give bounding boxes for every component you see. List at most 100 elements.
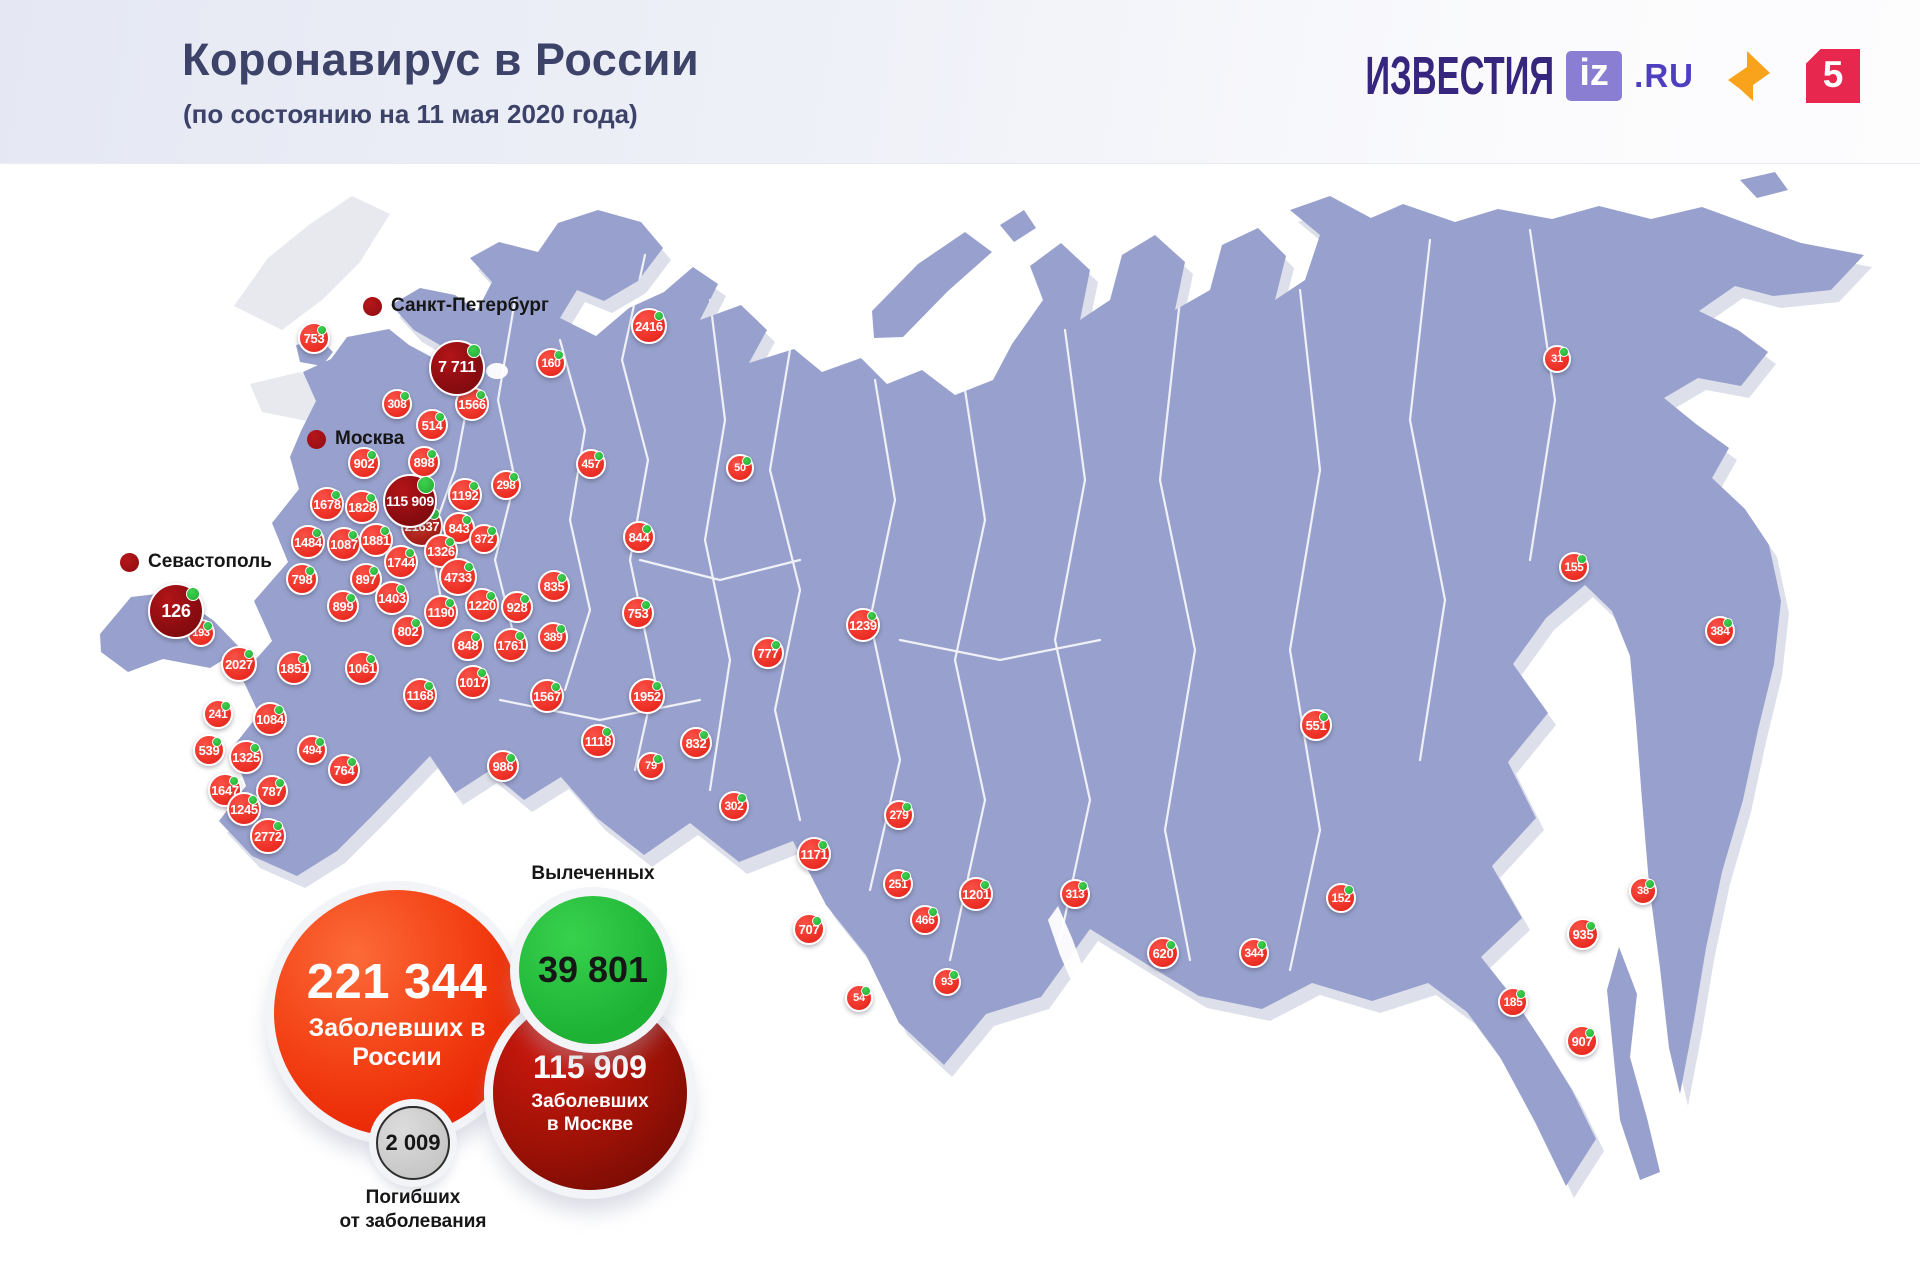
city-dot-icon — [120, 552, 139, 572]
izvestia-wordmark: ИЗВЕСТИЯ — [1365, 45, 1555, 106]
region-bubble: 313 — [1060, 879, 1090, 909]
lakes — [486, 363, 1086, 992]
region-case-count: 1171 — [800, 846, 828, 862]
recovered-dot-icon — [557, 572, 568, 583]
region-case-count: 1828 — [348, 499, 376, 515]
recovered-dot-icon — [652, 754, 663, 765]
region-bubble: 1828 — [345, 490, 379, 524]
region-bubble: 1201 — [959, 877, 993, 911]
recovered-dot-icon — [900, 871, 911, 882]
region-bubble: 389 — [538, 622, 568, 652]
region-bubble: 279 — [884, 800, 914, 830]
region-bubble: 1061 — [345, 651, 379, 685]
recovered-dot-icon — [1644, 879, 1655, 890]
region-bubble: 848 — [452, 629, 484, 661]
deaths-bubble: 2 009 — [376, 1106, 450, 1180]
region-bubble: 935 — [1567, 918, 1599, 950]
region-bubble: 787 — [256, 775, 288, 807]
region-case-count: 1017 — [459, 674, 487, 690]
region-bubble: 155 — [1559, 552, 1589, 582]
city-label-Севастополь: Севастополь — [120, 551, 272, 573]
recovered-dot-icon — [274, 704, 285, 715]
region-bubble: 2416 — [631, 308, 667, 344]
recovered-dot-icon — [860, 986, 871, 997]
region-bubble: 835 — [538, 570, 570, 602]
recovered-dot-icon — [1722, 618, 1733, 629]
recovered-dot-icon — [642, 523, 653, 534]
region-case-count: 2027 — [225, 656, 253, 672]
page-title: Коронавирус в России — [182, 34, 700, 85]
region-bubble: 777 — [752, 637, 784, 669]
region-bubble: 1190 — [424, 595, 458, 629]
region-bubble: 1326 — [424, 534, 458, 568]
region-bubble: 384 — [1705, 616, 1735, 646]
region-bubble: 1567 — [530, 679, 564, 713]
region-case-count: 1881 — [362, 532, 390, 548]
region-bubble: 494 — [297, 735, 327, 765]
region-case-count: 1325 — [232, 749, 260, 765]
city-label-Санкт-Петербург: Санкт-Петербург — [363, 295, 549, 317]
region-bubble: 2027 — [221, 646, 257, 682]
region-bubble: 4733 — [439, 558, 477, 596]
recovered-dot-icon — [347, 756, 358, 767]
recovered-dot-icon — [396, 583, 407, 594]
logo-row: ИЗВЕСТИЯ iz .RU 5 — [1324, 40, 1860, 112]
infected-moscow-label: Заболевших в Москве — [531, 1091, 649, 1135]
region-case-count: 1484 — [294, 534, 322, 550]
recovered-dot-icon — [317, 324, 328, 335]
iz-ru-logo-icon: iz — [1566, 51, 1623, 101]
region-bubble: 1168 — [403, 678, 437, 712]
region-bubble: 1220 — [465, 588, 499, 622]
recovered-dot-icon — [699, 729, 710, 740]
region-bubble: 1084 — [253, 702, 287, 736]
region-bubble: 798 — [286, 563, 318, 595]
recovered-dot-icon — [424, 680, 435, 691]
recovered-dot-icon — [476, 389, 487, 400]
deaths-label: Погибших от заболевания — [339, 1187, 487, 1232]
deaths-value: 2 009 — [385, 1130, 441, 1155]
recovered-dot-icon — [417, 475, 436, 494]
region-case-count: 1403 — [378, 590, 406, 606]
recovered-dot-icon — [1586, 920, 1597, 931]
region-case-count: 1061 — [348, 660, 376, 676]
page-subtitle: (по состоянию на 11 мая 2020 года) — [183, 99, 638, 129]
region-bubble: 1484 — [291, 525, 325, 559]
region-bubble: 54 — [845, 984, 873, 1012]
region-bubble: 160 — [536, 348, 566, 378]
region-case-count: 38 — [1637, 885, 1649, 897]
region-bubble: 707 — [793, 913, 825, 945]
region-bubble: 38 — [1629, 877, 1657, 905]
iz-ru-suffix: .RU — [1634, 57, 1694, 94]
city-name: Санкт-Петербург — [391, 295, 549, 316]
region-bubble: 241 — [203, 699, 233, 729]
region-case-count: 1245 — [230, 801, 258, 817]
recovered-dot-icon — [298, 653, 309, 664]
region-case-count: 79 — [645, 760, 657, 772]
region-case-count: 1761 — [497, 637, 525, 653]
recovered-dot-icon — [515, 630, 526, 641]
region-bubble: 1087 — [327, 527, 361, 561]
region-case-count: 1192 — [451, 487, 479, 503]
izvestia-logo: ИЗВЕСТИЯ iz .RU — [1324, 45, 1694, 105]
recovered-dot-icon — [980, 879, 991, 890]
recovered-dot-icon — [901, 802, 912, 813]
region-bubble: 1171 — [797, 837, 831, 871]
region-bubble: 115 909 — [383, 474, 437, 528]
region-bubble: 764 — [328, 754, 360, 786]
recovered-dot-icon — [469, 480, 480, 491]
region-case-count: 1168 — [406, 687, 434, 703]
recovered-dot-icon — [1585, 1027, 1596, 1038]
recovered-dot-icon — [411, 617, 422, 628]
recovered-dot-icon — [405, 547, 416, 558]
region-case-count: 1326 — [427, 543, 455, 559]
channel-five-digit: 5 — [1822, 54, 1844, 95]
recovered-dot-icon — [477, 667, 488, 678]
region-bubble: 185 — [1498, 987, 1528, 1017]
region-case-count: 1567 — [533, 688, 561, 704]
recovered-dot-icon — [185, 587, 200, 602]
recovered-value: 39 801 — [537, 949, 649, 990]
recovered-dot-icon — [551, 681, 562, 692]
region-bubble: 907 — [1566, 1025, 1598, 1057]
city-name: Севастополь — [148, 551, 272, 572]
recovered-dot-icon — [1256, 940, 1267, 951]
